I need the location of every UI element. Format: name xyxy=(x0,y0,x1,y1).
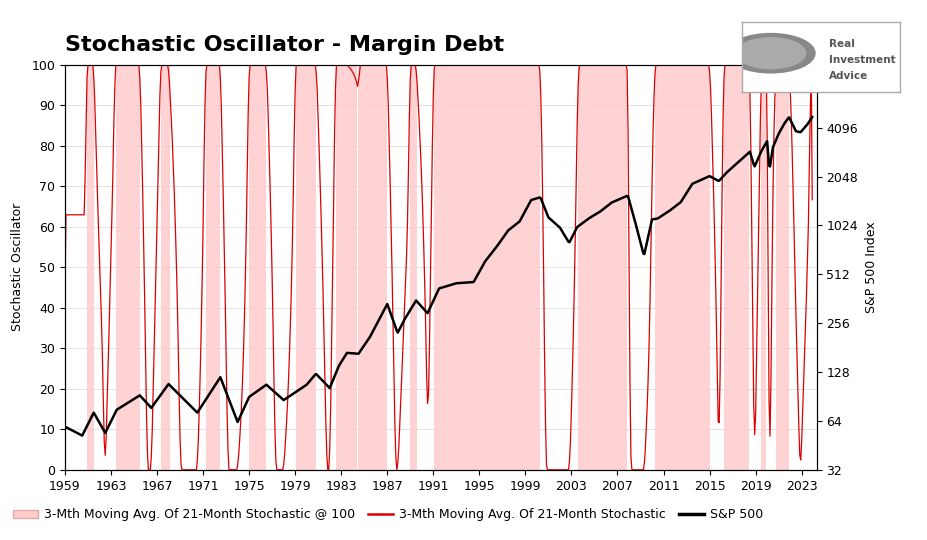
Y-axis label: S&P 500 Index: S&P 500 Index xyxy=(864,221,877,313)
Text: Investment: Investment xyxy=(829,55,895,65)
Text: Advice: Advice xyxy=(829,71,868,82)
Legend: 3-Mth Moving Avg. Of 21-Month Stochastic @ 100, 3-Mth Moving Avg. Of 21-Month St: 3-Mth Moving Avg. Of 21-Month Stochastic… xyxy=(8,503,768,526)
Y-axis label: Stochastic Oscillator: Stochastic Oscillator xyxy=(11,203,24,332)
Circle shape xyxy=(735,38,805,69)
Text: Stochastic Oscillator - Margin Debt: Stochastic Oscillator - Margin Debt xyxy=(65,35,503,55)
Text: Real: Real xyxy=(829,39,854,49)
Circle shape xyxy=(726,33,814,73)
